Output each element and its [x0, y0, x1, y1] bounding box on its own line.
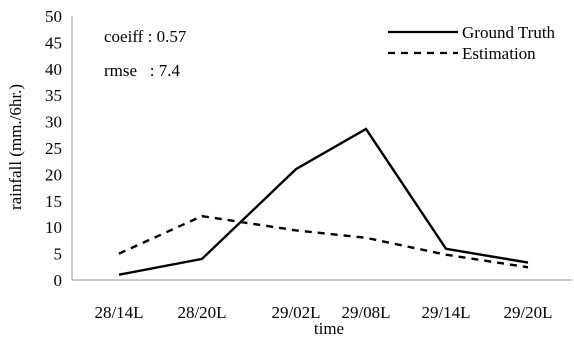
coeff-value: 0.57: [157, 27, 187, 46]
series-layer: [118, 127, 529, 276]
rmse-value: 7.4: [159, 61, 181, 80]
series-line-ground-truth: [118, 127, 529, 276]
stats-annotation: coeiff : 0.57 rmse : 7.4: [104, 27, 187, 80]
y-tick-label: 25: [45, 139, 62, 158]
x-tick-labels: 28/14L 28/20L 29/02L 29/08L 29/14L 29/20L: [94, 303, 552, 322]
legend: Ground Truth Estimation: [388, 23, 556, 63]
y-tick-label: 35: [45, 86, 62, 105]
x-tick-label: 29/02L: [271, 303, 320, 322]
x-tick-label: 29/14L: [421, 303, 470, 322]
y-tick-label: 10: [45, 218, 62, 237]
coeff-separator: :: [143, 27, 156, 46]
x-tick-label: 28/14L: [94, 303, 143, 322]
x-tick-label: 28/20L: [177, 303, 226, 322]
x-axis-title: time: [314, 319, 344, 338]
coeff-annotation: coeiff : 0.57: [104, 27, 187, 46]
y-tick-label: 40: [45, 60, 62, 79]
legend-label-ground-truth: Ground Truth: [462, 23, 556, 42]
y-tick-label: 0: [54, 271, 63, 290]
y-tick-label: 45: [45, 33, 62, 52]
y-tick-labels: 0 5 10 15 20 25 30 35 40 45 50: [45, 7, 62, 290]
y-tick-label: 15: [45, 192, 62, 211]
coeff-label: coeiff: [104, 27, 144, 46]
legend-label-estimation: Estimation: [462, 44, 536, 63]
y-tick-label: 30: [45, 113, 62, 132]
y-tick-label: 20: [45, 165, 62, 184]
x-tick-label: 29/08L: [341, 303, 390, 322]
y-tick-label: 5: [54, 245, 63, 264]
y-tick-label: 50: [45, 7, 62, 26]
x-tick-label: 29/20L: [503, 303, 552, 322]
series-line-estimation: [118, 214, 529, 269]
plot-frame: [71, 16, 572, 281]
y-axis-title: rainfall (mm./6hr.): [6, 84, 25, 210]
rmse-annotation: rmse : 7.4: [104, 61, 181, 80]
rmse-label: rmse: [104, 61, 137, 80]
rmse-separator: :: [137, 61, 159, 80]
